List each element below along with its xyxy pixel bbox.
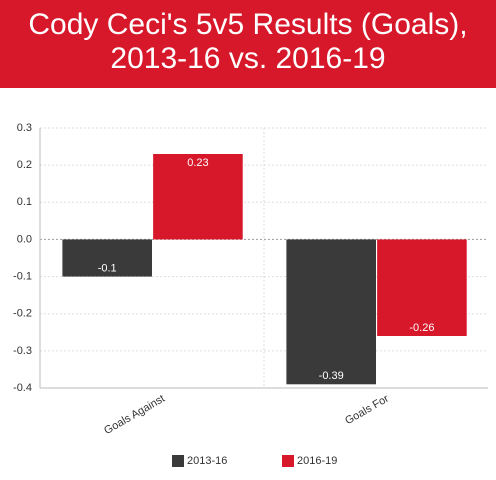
legend-swatch xyxy=(282,455,294,467)
bar xyxy=(377,239,467,336)
bar xyxy=(286,239,376,385)
chart-title: 2013-16 vs. 2016-19 xyxy=(110,42,386,75)
legend-label: 2016-19 xyxy=(297,455,337,467)
value-label: -0.1 xyxy=(98,262,117,274)
title-banner: Cody Ceci's 5v5 Results (Goals), 2013-16… xyxy=(0,0,496,88)
bar xyxy=(153,154,243,240)
x-tick-label: Goals For xyxy=(343,393,391,428)
y-tick-label: 0.2 xyxy=(17,159,32,171)
y-tick-label: 0.0 xyxy=(17,233,32,245)
y-tick-label: 0.3 xyxy=(17,122,32,134)
legend-swatch xyxy=(172,455,184,467)
legend-label: 2013-16 xyxy=(187,455,227,467)
bar xyxy=(62,239,152,277)
y-tick-label: -0.3 xyxy=(13,345,32,357)
y-tick-label: -0.4 xyxy=(13,382,32,394)
y-tick-label: 0.1 xyxy=(17,196,32,208)
y-tick-label: -0.2 xyxy=(13,308,32,320)
value-label: 0.23 xyxy=(187,157,208,169)
x-tick-label: Goals Against xyxy=(102,393,167,437)
value-label: -0.39 xyxy=(319,370,344,382)
y-tick-label: -0.1 xyxy=(13,270,32,282)
value-label: -0.26 xyxy=(409,322,434,334)
chart-title: Cody Ceci's 5v5 Results (Goals), xyxy=(28,8,468,41)
